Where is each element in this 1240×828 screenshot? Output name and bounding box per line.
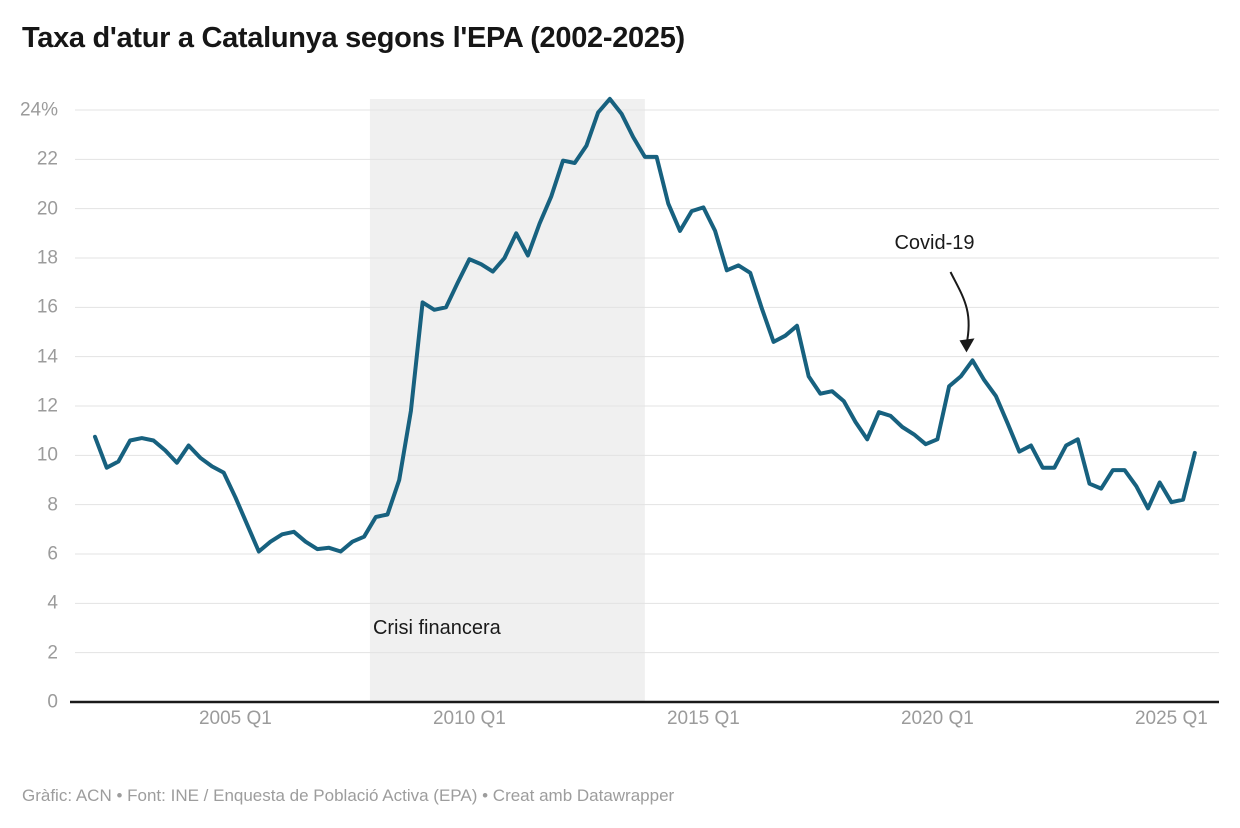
covid-arrowhead-icon [959,338,975,353]
y-tick-label: 18 [36,247,58,269]
y-tick-label: 24% [19,99,58,121]
x-tick-label: 2010 Q1 [432,708,506,729]
crisis-band-label: Crisi financera [372,617,501,639]
x-tick-label: 2015 Q1 [666,708,740,729]
x-tick-label: 2020 Q1 [900,708,974,729]
y-tick-label: 12 [36,395,58,417]
chart-title: Taxa d'atur a Catalunya segons l'EPA (20… [22,22,685,54]
y-tick-label: 16 [36,296,58,318]
covid-arrow [949,271,970,345]
y-tick-label: 6 [47,543,58,565]
y-tick-label: 8 [47,494,58,516]
y-tick-label: 14 [36,346,58,368]
unemployment-line [93,96,1197,554]
x-tick-label: 2025 Q1 [1134,708,1208,729]
y-tick-label: 22 [36,148,58,170]
y-tick-label: 4 [47,592,58,614]
y-tick-label: 20 [36,198,58,220]
chart-footer-credit: Gràfic: ACN • Font: INE / Enquesta de Po… [22,786,675,805]
covid-annotation-label: Covid-19 [894,232,975,254]
financial-crisis-band [369,99,645,702]
gridlines [75,109,1219,654]
x-tick-label: 2005 Q1 [198,708,272,729]
y-tick-label: 0 [47,691,58,713]
y-tick-label: 10 [36,444,58,466]
y-tick-label: 2 [47,642,58,664]
